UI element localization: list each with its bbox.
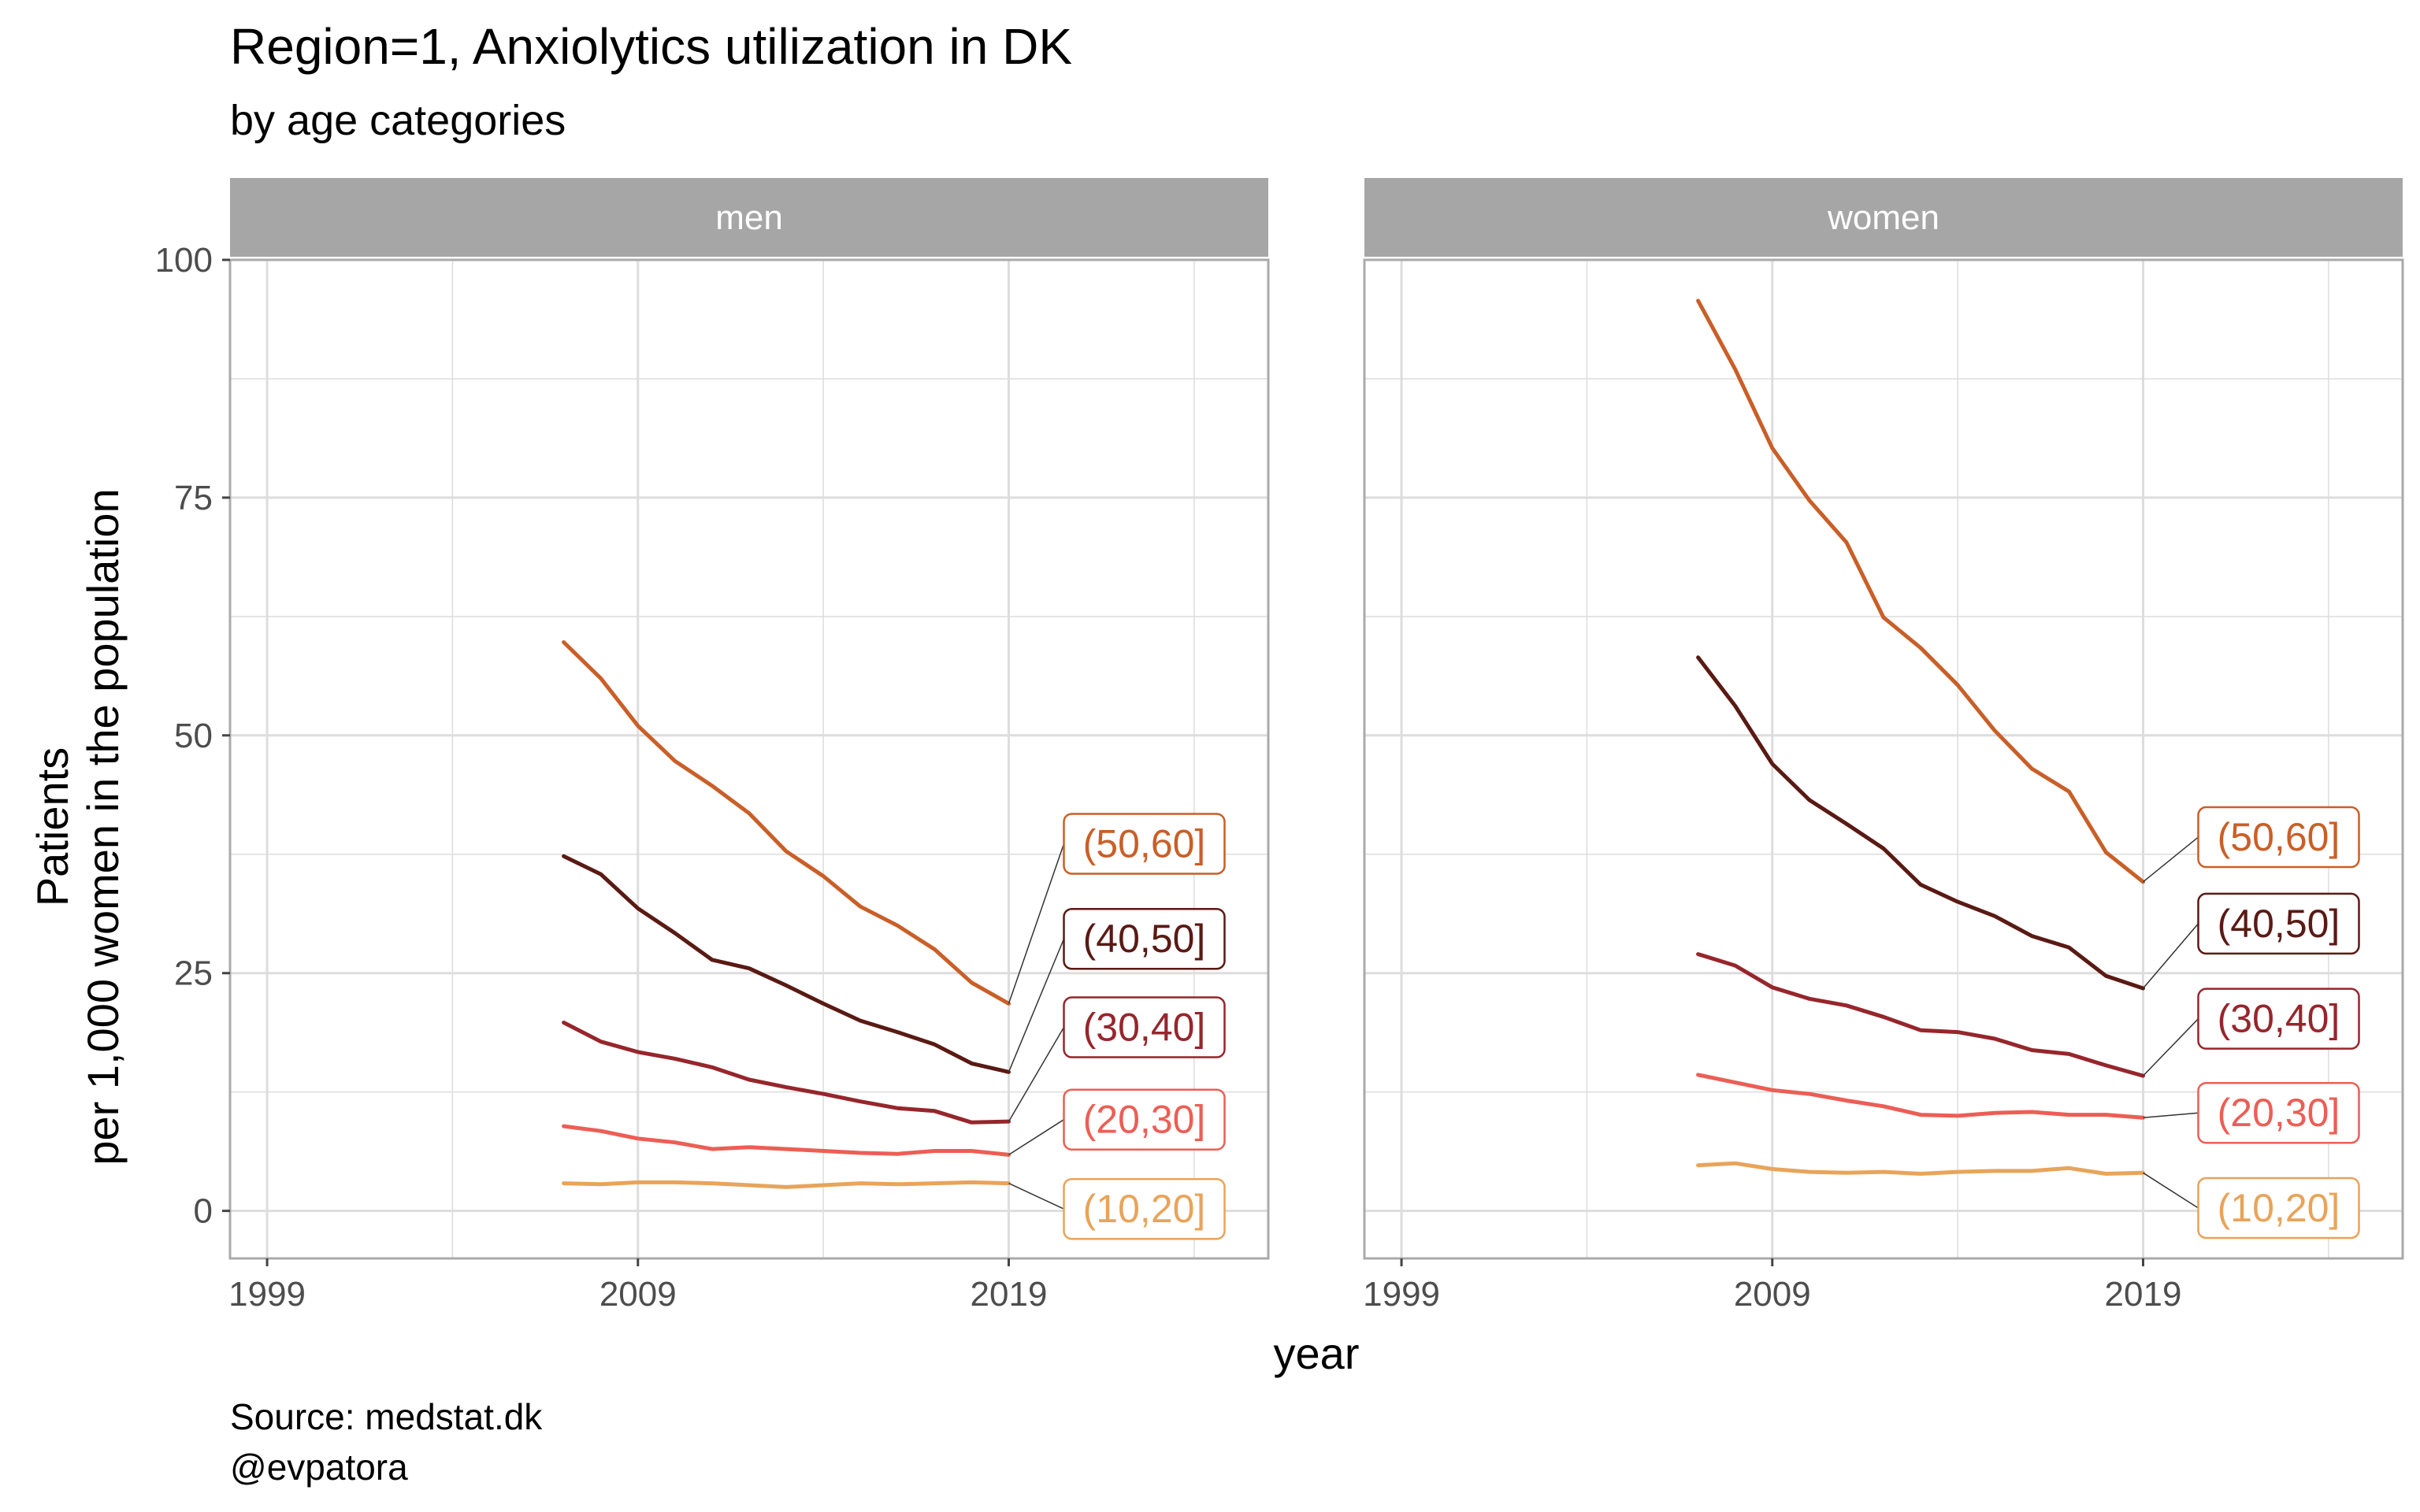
- y-tick-label: 100: [155, 241, 213, 280]
- series-label-women-50-60: (50,60]: [2218, 815, 2340, 859]
- series-line-women-30-40: [1696, 952, 2145, 1078]
- x-tick-label: 2019: [2105, 1275, 2182, 1314]
- x-tick-label: 2009: [599, 1275, 677, 1314]
- label-box-women-30-40: [2197, 988, 2360, 1050]
- series-label-men-10-20: (10,20]: [1083, 1187, 1206, 1231]
- x-axis-title: year: [1274, 1329, 1360, 1378]
- label-leader-men-40-50: [1008, 938, 1065, 1073]
- x-tick-label: 1999: [1363, 1275, 1440, 1314]
- label-leader-women-30-40: [2142, 1018, 2199, 1077]
- series-line-women-40-50: [1696, 655, 2145, 991]
- chart-subtitle: by age categories: [230, 97, 566, 144]
- series-label-men-50-60: (50,60]: [1083, 821, 1206, 865]
- label-leader-women-40-50: [2142, 923, 2199, 989]
- x-tick-label: 2009: [1734, 1275, 1811, 1314]
- caption-handle: @evpatora: [230, 1447, 408, 1488]
- series-label-women-10-20: (10,20]: [2218, 1186, 2340, 1230]
- series-label-men-20-30: (20,30]: [1083, 1098, 1206, 1142]
- chart-title: Region=1, Anxiolytics utilization in DK: [230, 18, 1072, 75]
- y-tick-label: 25: [174, 954, 213, 993]
- caption-source: Source: medstat.dk: [230, 1396, 543, 1437]
- series-line-women-50-60: [1696, 298, 2145, 884]
- y-tick-label: 75: [174, 479, 213, 517]
- x-tick-label: 1999: [228, 1275, 306, 1314]
- label-leader-men-20-30: [1008, 1119, 1064, 1156]
- series-line-men-20-30: [562, 1124, 1011, 1157]
- series-line-men-10-20: [562, 1180, 1011, 1189]
- label-leader-men-50-60: [1008, 843, 1065, 1004]
- facet-label-men: men: [715, 198, 783, 237]
- label-leader-women-10-20: [2143, 1172, 2199, 1209]
- label-box-men-30-40: [1063, 996, 1226, 1058]
- series-line-men-30-40: [562, 1021, 1011, 1125]
- series-line-men-40-50: [562, 854, 1011, 1074]
- series-label-women-30-40: (30,40]: [2218, 997, 2340, 1041]
- series-label-men-40-50: (40,50]: [1083, 917, 1206, 961]
- label-leader-men-30-40: [1008, 1027, 1065, 1122]
- series-line-women-10-20: [1696, 1161, 2145, 1176]
- x-tick-label: 2019: [971, 1275, 1048, 1314]
- panel-border-women: [1363, 258, 2404, 1260]
- label-box-women-50-60: [2197, 806, 2360, 869]
- label-leader-women-20-30: [2143, 1112, 2199, 1119]
- label-leader-men-10-20: [1008, 1182, 1064, 1210]
- series-line-women-20-30: [1696, 1073, 2145, 1120]
- label-box-men-10-20: [1063, 1177, 1226, 1240]
- y-tick-label: 50: [174, 717, 213, 755]
- y-axis-title: Patientsper 1,000 women in the populatio…: [28, 488, 128, 1165]
- series-label-women-20-30: (20,30]: [2218, 1091, 2340, 1135]
- label-leader-women-50-60: [2143, 836, 2199, 883]
- label-box-men-50-60: [1063, 813, 1226, 875]
- facet-label-women: women: [1827, 198, 1939, 237]
- panel-border-men: [228, 258, 1270, 1260]
- label-box-men-20-30: [1063, 1088, 1226, 1151]
- series-label-men-30-40: (30,40]: [1083, 1006, 1206, 1050]
- y-tick-label: 0: [194, 1192, 213, 1231]
- facet-strip-men: [230, 178, 1268, 257]
- label-box-men-40-50: [1063, 907, 1226, 970]
- label-box-women-10-20: [2197, 1177, 2360, 1240]
- series-line-men-50-60: [562, 640, 1011, 1006]
- facet-strip-women: [1364, 178, 2403, 257]
- label-box-women-20-30: [2197, 1081, 2360, 1144]
- series-label-women-40-50: (40,50]: [2218, 902, 2340, 946]
- label-box-women-40-50: [2197, 892, 2360, 955]
